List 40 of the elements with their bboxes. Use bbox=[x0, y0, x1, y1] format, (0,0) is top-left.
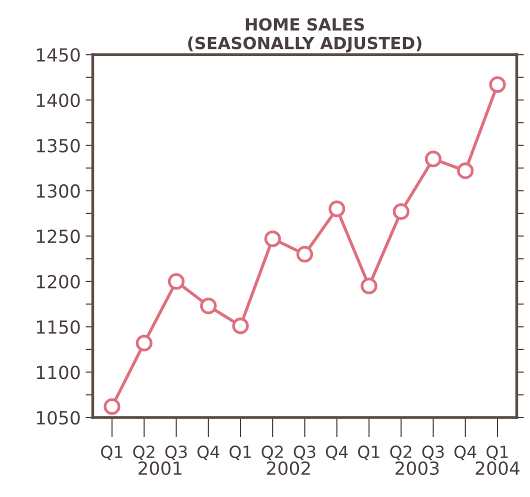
text: 2003 bbox=[396, 461, 439, 475]
point bbox=[200, 298, 217, 314]
y-tick-label: 1400 bbox=[36, 93, 80, 108]
point bbox=[136, 334, 152, 352]
x-tick-label: Q4 bbox=[326, 446, 348, 460]
point bbox=[424, 150, 442, 168]
x-tick-label: Q3 bbox=[165, 446, 187, 460]
y-tick-label: 1050 bbox=[36, 410, 80, 425]
point bbox=[104, 398, 120, 415]
text: 2002 bbox=[267, 461, 310, 475]
y-tick-label: 1200 bbox=[36, 274, 80, 289]
text: 2001 bbox=[138, 461, 182, 475]
x-tick-label: Q3 bbox=[422, 446, 444, 460]
text: 2004 bbox=[476, 461, 520, 475]
x-tick-label: Q1 bbox=[486, 446, 508, 460]
x-tick-label: Q2 bbox=[262, 446, 283, 460]
point bbox=[392, 203, 410, 220]
y-tick-label: 1250 bbox=[36, 230, 80, 244]
x-tick-label: Q1 bbox=[358, 446, 380, 460]
y-tick-label: 1100 bbox=[36, 366, 80, 380]
y-tick-label: 1150 bbox=[36, 320, 80, 334]
chart-title: HOME SALES (SEASONALLY ADJUSTED) bbox=[188, 18, 422, 52]
point bbox=[360, 278, 378, 294]
point bbox=[296, 246, 314, 263]
y-tick-label: 1300 bbox=[36, 184, 80, 198]
point bbox=[232, 318, 249, 334]
point bbox=[457, 162, 474, 180]
x-tick-label: Q1 bbox=[230, 446, 251, 460]
point bbox=[168, 273, 185, 290]
x-tick-label: Q1 bbox=[101, 446, 122, 460]
x-tick-label: Q4 bbox=[197, 446, 220, 460]
x-tick-label: Q2 bbox=[390, 446, 412, 460]
point bbox=[489, 76, 506, 93]
x-tick-label: Q2 bbox=[133, 446, 154, 460]
x-tick-label: Q3 bbox=[294, 446, 316, 460]
y-tick-label: 1450 bbox=[36, 48, 80, 62]
point bbox=[328, 200, 346, 218]
x-tick-label: Q4 bbox=[454, 446, 476, 460]
y-tick-label: 1350 bbox=[36, 138, 80, 152]
point bbox=[264, 230, 281, 248]
